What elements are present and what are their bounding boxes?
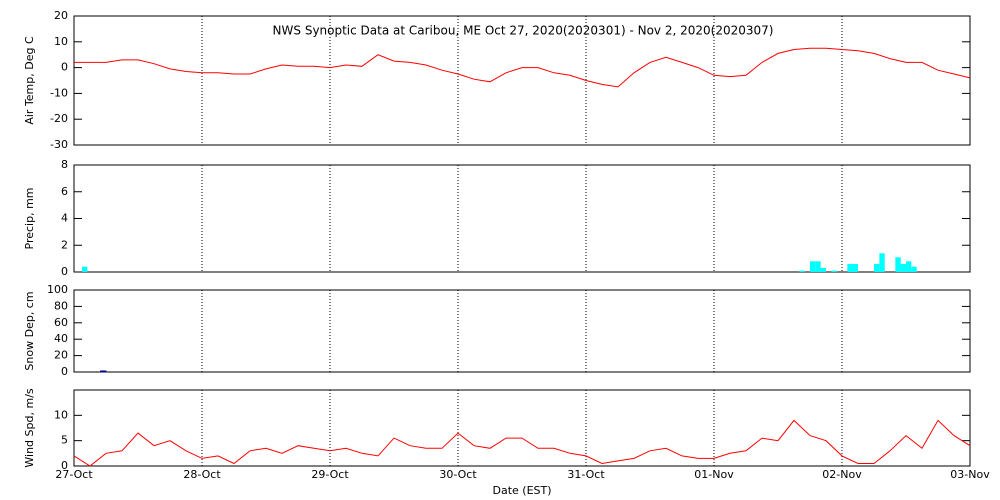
bar xyxy=(895,257,901,272)
data-line xyxy=(73,419,971,467)
y-tick-label: 10 xyxy=(54,35,68,48)
y-tick-label: 8 xyxy=(61,158,68,171)
y-axis-label: Snow Dep, cm xyxy=(23,291,36,370)
y-tick-label: 80 xyxy=(54,299,68,312)
y-tick-label: 5 xyxy=(61,434,68,447)
y-tick-label: 6 xyxy=(61,185,68,198)
bar xyxy=(810,261,816,272)
y-tick-label: 0 xyxy=(61,459,68,472)
bar xyxy=(815,261,821,272)
plot-frame xyxy=(73,164,971,273)
y-tick-label: 20 xyxy=(54,9,68,22)
y-axis-label: Precip, mm xyxy=(23,188,36,250)
bar xyxy=(852,263,858,272)
bar xyxy=(879,253,885,272)
y-tick-label: -10 xyxy=(50,86,68,99)
x-axis-label: Date (EST) xyxy=(492,484,551,497)
y-tick-label: 0 xyxy=(61,265,68,278)
y-tick-label: 10 xyxy=(54,408,68,421)
plot-frame xyxy=(73,289,971,373)
y-tick-label: -20 xyxy=(50,112,68,125)
x-tick-label: 29-Oct xyxy=(311,468,349,481)
y-tick-label: -30 xyxy=(50,138,68,151)
bar xyxy=(831,270,837,272)
y-axis-label: Wind Spd, m/s xyxy=(23,388,36,468)
bar xyxy=(820,267,826,272)
bar xyxy=(100,370,107,373)
chart-title: NWS Synoptic Data at Caribou, ME Oct 27,… xyxy=(273,24,774,38)
y-axis-label: Air Temp, Deg C xyxy=(23,36,36,125)
y-tick-label: 2 xyxy=(61,238,68,251)
y-tick-label: 4 xyxy=(61,212,68,225)
y-tick-label: 20 xyxy=(54,349,68,362)
bar xyxy=(906,261,912,272)
y-tick-label: 100 xyxy=(47,283,68,296)
x-tick-label: 31-Oct xyxy=(567,468,605,481)
x-tick-label: 03-Nov xyxy=(950,468,990,481)
bar xyxy=(911,266,917,272)
y-tick-label: 60 xyxy=(54,316,68,329)
x-tick-label: 30-Oct xyxy=(439,468,477,481)
bar xyxy=(799,270,805,272)
bar xyxy=(847,263,853,272)
bar xyxy=(900,263,906,272)
data-line xyxy=(74,47,971,88)
x-tick-label: 02-Nov xyxy=(822,468,862,481)
x-tick-label: 01-Nov xyxy=(694,468,734,481)
y-tick-label: 0 xyxy=(61,61,68,74)
plot-frame xyxy=(73,15,971,146)
y-tick-label: 40 xyxy=(54,332,68,345)
bar xyxy=(874,263,880,272)
x-tick-label: 28-Oct xyxy=(183,468,221,481)
plot-frame xyxy=(73,389,971,467)
y-tick-label: 0 xyxy=(61,365,68,378)
bar xyxy=(82,266,88,272)
x-tick-label: 27-Oct xyxy=(55,468,93,481)
